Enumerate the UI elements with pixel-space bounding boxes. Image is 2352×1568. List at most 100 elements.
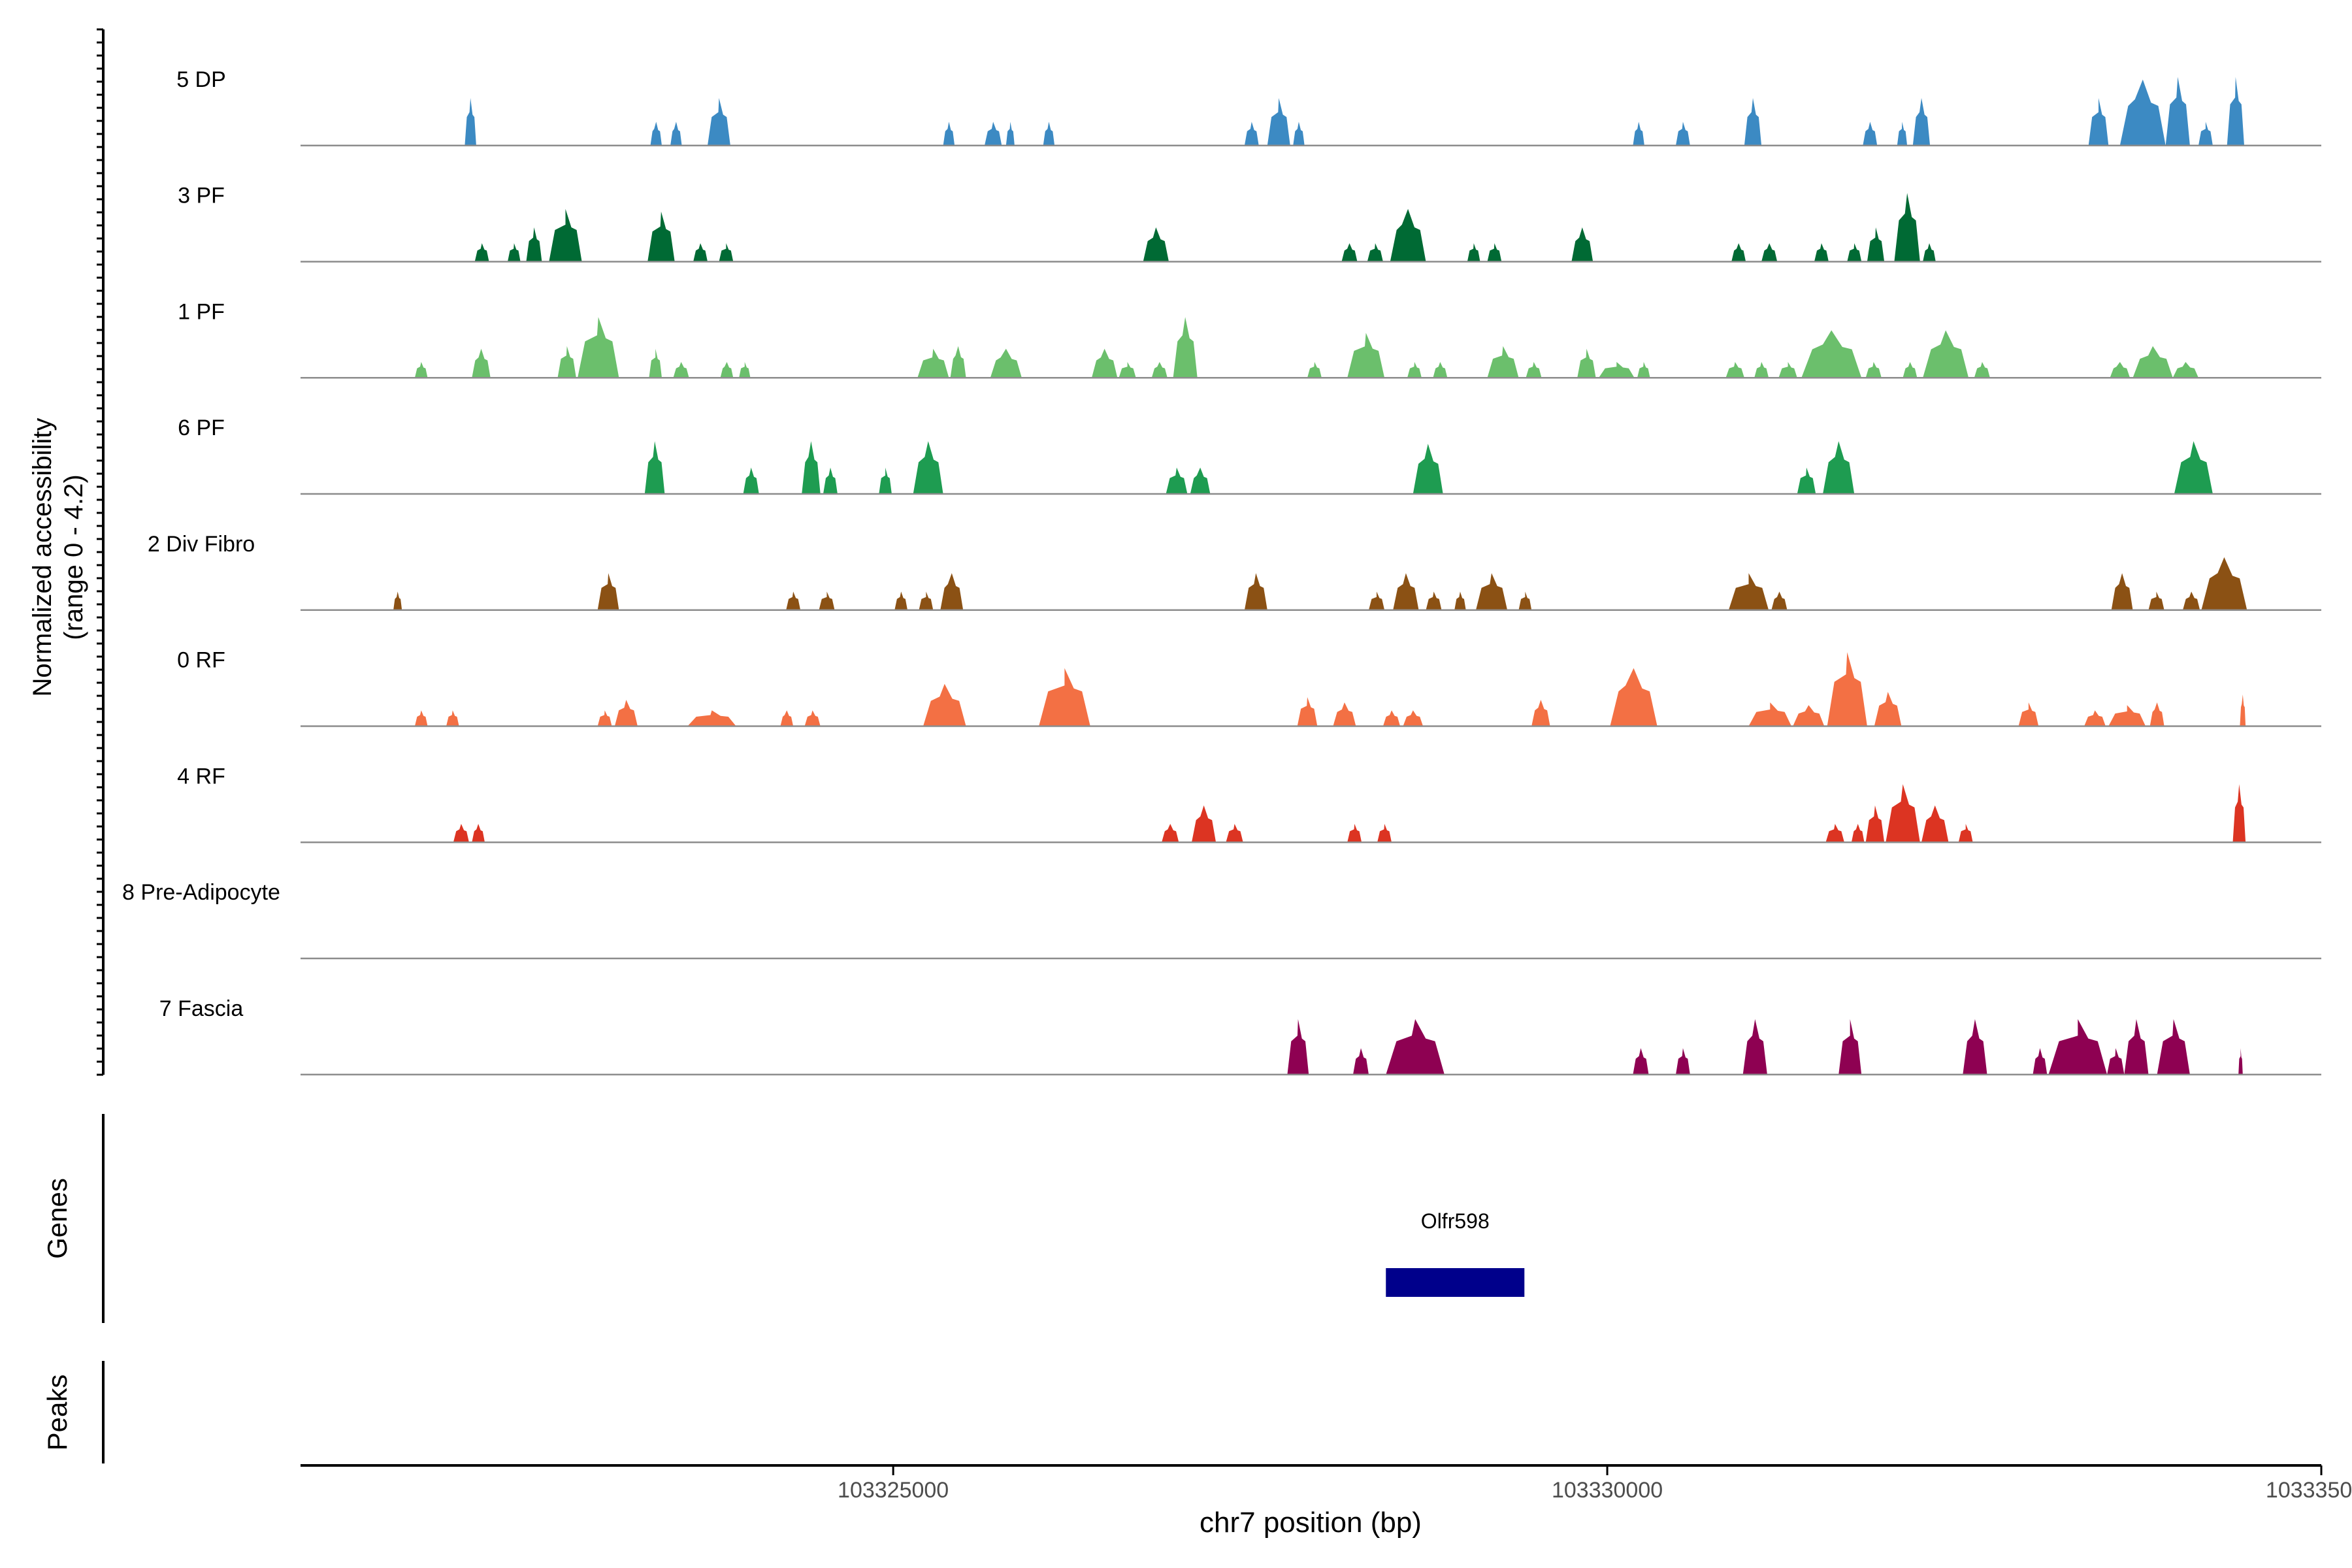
coverage-peak <box>720 362 734 378</box>
coverage-peak <box>1531 700 1550 727</box>
coverage-peak <box>1912 98 1931 146</box>
coverage-peak <box>1487 243 1502 262</box>
coverage-peak <box>1827 652 1867 727</box>
track-2-div-fibro: 2 Div Fibro <box>148 532 2321 611</box>
y-axis-label-line1: Normalized accessibility <box>28 418 57 697</box>
coverage-peak <box>1633 1048 1649 1075</box>
coverage-peak <box>1476 573 1508 610</box>
track-label: 4 RF <box>177 764 225 789</box>
coverage-peak <box>1637 362 1650 378</box>
coverage-peak <box>1823 441 1855 494</box>
coverage-peak <box>1244 122 1259 146</box>
track-8-pre-adipocyte: 8 Pre-Adipocyte <box>122 880 2321 960</box>
track-3-pf: 3 PF <box>178 184 2321 263</box>
coverage-peak <box>1923 330 1969 378</box>
coverage-peak <box>985 122 1002 146</box>
track-label: 8 Pre-Adipocyte <box>122 880 280 905</box>
coverage-peak <box>1518 591 1532 610</box>
coverage-peak <box>2148 591 2164 610</box>
coverage-peak <box>2227 76 2244 146</box>
coverage-peak <box>1676 1048 1690 1075</box>
coverage-peak <box>1393 573 1419 610</box>
coverage-peak <box>802 441 821 494</box>
coverage-peak <box>1192 805 1217 843</box>
peaks-panel-label: Peaks <box>42 1375 73 1451</box>
coverage-peak <box>472 348 491 378</box>
coverage-peak <box>739 362 751 378</box>
coverage-peak <box>597 573 619 610</box>
coverage-peak <box>2149 702 2164 727</box>
coverage-tracks: 5 DP 3 PF 1 PF 6 PF 2 Div Fibro 0 RF 4 RF 8 Pre… <box>122 67 2321 1075</box>
coverage-peak <box>1369 591 1385 610</box>
coverage-peak <box>1454 591 1466 610</box>
coverage-peak <box>2119 79 2166 146</box>
coverage-peak <box>1293 122 1305 146</box>
coverage-peak <box>1725 362 1744 378</box>
coverage-peak <box>1526 362 1542 378</box>
coverage-peak <box>2165 76 2190 146</box>
x-axis-ticks: 103325000 103330000 103335000 <box>838 1465 2352 1503</box>
coverage-peak <box>1426 591 1442 610</box>
coverage-peak <box>990 348 1022 378</box>
x-axis-label: chr7 position (bp) <box>1200 1507 1422 1539</box>
track-7-fascia: 7 Fascia <box>159 996 2321 1075</box>
coverage-peak <box>1754 362 1769 378</box>
coverage-peak <box>1390 208 1426 262</box>
coverage-peak <box>2238 1048 2243 1075</box>
coverage-peak <box>1467 243 1480 262</box>
track-label: 6 PF <box>178 416 225 440</box>
coverage-peak <box>1867 227 1885 262</box>
coverage-peak <box>2183 591 2200 610</box>
coverage-peak <box>1347 333 1385 378</box>
coverage-peak <box>804 710 821 727</box>
coverage-peak <box>1847 243 1862 262</box>
coverage-peak <box>2172 362 2198 378</box>
coverage-peak <box>649 348 662 378</box>
coverage-peak <box>1825 824 1844 843</box>
coverage-peak <box>1963 1019 1987 1075</box>
coverage-peak <box>644 441 665 494</box>
coverage-peak <box>2240 694 2246 727</box>
coverage-peak <box>1162 824 1179 843</box>
coverage-peak <box>1407 362 1422 378</box>
coverage-peak <box>786 591 801 610</box>
coverage-peak <box>1571 227 1593 262</box>
coverage-peak <box>1092 348 1118 378</box>
coverage-peak <box>650 122 662 146</box>
coverage-peak <box>1382 710 1401 727</box>
coverage-peak <box>1610 668 1658 727</box>
coverage-peak <box>719 243 734 262</box>
coverage-peak <box>453 824 469 843</box>
x-tick-label: 103330000 <box>1552 1478 1663 1503</box>
coverage-peak <box>1742 1019 1767 1075</box>
coverage-peak <box>557 346 576 378</box>
coverage-peak <box>2201 557 2247 610</box>
coverage-peak <box>1190 467 1211 494</box>
coverage-peak <box>1005 122 1015 146</box>
coverage-peak <box>708 98 730 146</box>
coverage-peak <box>1851 824 1865 843</box>
coverage-peak <box>2088 98 2109 146</box>
coverage-peak <box>943 122 955 146</box>
coverage-peak <box>1166 467 1188 494</box>
coverage-peak <box>446 710 459 727</box>
coverage-peak <box>1287 1019 1309 1075</box>
coverage-peak <box>549 208 582 262</box>
coverage-peak <box>1297 697 1318 727</box>
coverage-peak <box>2108 705 2146 727</box>
coverage-peak <box>1413 444 1443 494</box>
coverage-peak <box>1307 362 1322 378</box>
coverage-peak <box>1367 243 1383 262</box>
coverage-peak <box>693 243 708 262</box>
coverage-peak <box>2111 573 2133 610</box>
coverage-peak <box>1748 702 1791 727</box>
coverage-peak <box>1577 348 1596 378</box>
coverage-peak <box>819 591 835 610</box>
gene-label: Olfr598 <box>1421 1209 1490 1233</box>
coverage-peak <box>1771 591 1788 610</box>
coverage-peak <box>670 122 682 146</box>
coverage-peak <box>743 467 759 494</box>
coverage-peak <box>879 467 892 494</box>
coverage-peak <box>1487 346 1519 378</box>
